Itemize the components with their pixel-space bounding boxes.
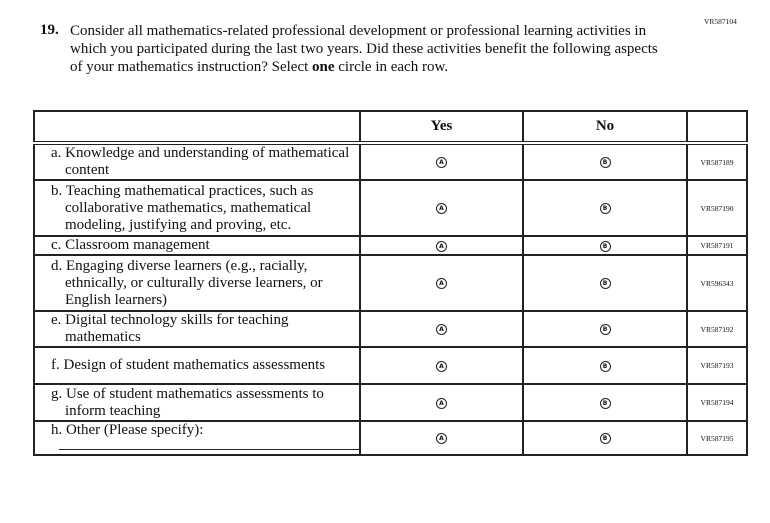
bubble-b-icon[interactable]: B [599,203,611,214]
form-code: VR587104 [704,17,737,26]
table-row: c. Classroom management A B VR587191 [33,235,748,256]
bubble-a-icon[interactable]: A [436,278,447,289]
question-text: Consider all mathematics-related profess… [70,22,660,76]
bubble-b-icon[interactable]: B [599,397,611,409]
no-option[interactable]: B [522,310,688,348]
question-text-part: circle in each row. [334,59,449,75]
table-row: b. Teaching mathematical practices, such… [33,179,748,237]
row-code: VR587192 [686,310,748,348]
question-number: 19. [40,22,59,38]
table-row: f. Design of student mathematics assessm… [33,346,748,385]
bubble-b-icon[interactable]: B [599,240,611,252]
yes-option[interactable]: A [359,254,524,312]
no-option[interactable]: B [522,420,688,456]
no-option[interactable]: B [522,346,688,385]
question-emphasis: one [312,59,335,75]
yes-option[interactable]: A [359,346,524,385]
row-code: VR587194 [686,383,748,422]
bubble-b-icon[interactable]: B [599,433,611,444]
row-label-text: g. Use of student mathematics assessment… [51,385,324,419]
no-option[interactable]: B [522,142,688,181]
bubble-a-icon[interactable]: A [436,324,447,335]
bubble-b-icon[interactable]: B [599,278,611,289]
row-label: d. Engaging diverse learners (e.g., raci… [33,254,361,312]
table-row: a. Knowledge and understanding of mathem… [33,142,748,181]
yes-option[interactable]: A [359,235,524,256]
specify-line[interactable] [59,439,359,450]
row-label-text: a. Knowledge and understanding of mathem… [51,145,350,178]
header-no: No [522,110,688,145]
yes-option[interactable]: A [359,310,524,348]
row-label-text: f. Design of student mathematics assessm… [51,357,326,373]
response-grid: Yes No a. Knowledge and understanding of… [33,110,748,456]
row-label: a. Knowledge and understanding of mathem… [33,142,361,181]
bubble-b-icon[interactable]: B [599,157,611,168]
row-code: VR587193 [686,346,748,385]
row-label-text: h. Other (Please specify): [51,422,204,438]
row-code: VR596343 [686,254,748,312]
header-yes: Yes [359,110,524,145]
no-option[interactable]: B [522,383,688,422]
no-option[interactable]: B [522,254,688,312]
header-code [686,110,748,145]
row-code: VR587195 [686,420,748,456]
no-option[interactable]: B [522,179,688,237]
no-option[interactable]: B [522,235,688,256]
header-blank [33,110,361,145]
row-label: b. Teaching mathematical practices, such… [33,179,361,237]
bubble-a-icon[interactable]: A [436,157,447,168]
bubble-a-icon[interactable]: A [436,360,447,372]
bubble-a-icon[interactable]: A [436,203,447,214]
row-label-text: c. Classroom management [51,237,210,253]
row-label-text: e. Digital technology skills for teachin… [51,312,289,345]
row-label-text: d. Engaging diverse learners (e.g., raci… [51,257,323,308]
bubble-a-icon[interactable]: A [436,240,447,252]
table-row: g. Use of student mathematics assessment… [33,383,748,422]
table-row: h. Other (Please specify): A B VR587195 [33,420,748,456]
row-label-text: b. Teaching mathematical practices, such… [51,182,314,233]
question-text-part: Consider all mathematics-related profess… [70,23,658,75]
row-label: c. Classroom management [33,235,361,256]
yes-option[interactable]: A [359,142,524,181]
bubble-a-icon[interactable]: A [436,433,447,444]
row-label: g. Use of student mathematics assessment… [33,383,361,422]
table-row: d. Engaging diverse learners (e.g., raci… [33,254,748,312]
bubble-b-icon[interactable]: B [599,360,611,372]
yes-option[interactable]: A [359,420,524,456]
row-label: e. Digital technology skills for teachin… [33,310,361,348]
bubble-a-icon[interactable]: A [436,397,447,409]
row-code: VR587191 [686,235,748,256]
table-row: e. Digital technology skills for teachin… [33,310,748,348]
row-code: VR587190 [686,179,748,237]
yes-option[interactable]: A [359,383,524,422]
bubble-b-icon[interactable]: B [599,324,611,335]
row-label: f. Design of student mathematics assessm… [33,346,361,385]
row-code: VR587189 [686,142,748,181]
yes-option[interactable]: A [359,179,524,237]
row-label: h. Other (Please specify): [33,420,361,456]
